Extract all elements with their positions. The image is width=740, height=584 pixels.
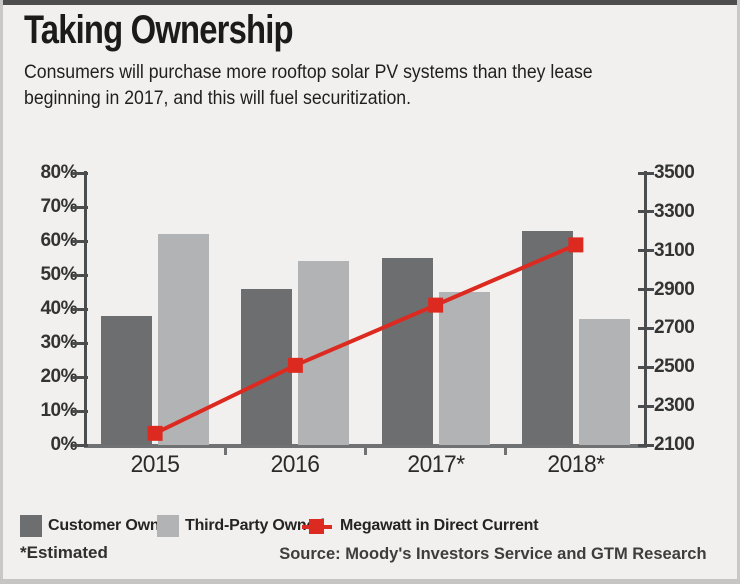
bar-third-party-owned-2016 — [298, 261, 350, 445]
right-axis-tick-label: 3500 — [654, 162, 695, 183]
x-axis-category-label: 2016 — [270, 451, 320, 478]
frame-left-border — [0, 0, 3, 584]
legend-square-marker-icon — [309, 519, 324, 534]
left-axis-tick-label: 70% — [40, 196, 77, 217]
left-axis-tick — [72, 409, 88, 413]
legend-label-megawatt: Megawatt in Direct Current — [340, 517, 539, 534]
left-axis-tick-label: 0% — [50, 434, 78, 455]
x-axis-category-label: 2015 — [130, 451, 180, 478]
right-axis-line — [644, 171, 647, 448]
right-axis-tick-label: 2900 — [654, 278, 695, 300]
right-axis-tick-label: 2300 — [654, 395, 695, 417]
frame-bottom-border — [0, 579, 740, 584]
right-axis-tick — [638, 249, 654, 253]
bar-third-party-owned-2017* — [438, 292, 490, 445]
left-axis-tick — [72, 171, 88, 175]
left-axis-tick — [72, 341, 88, 345]
bar-third-party-owned-2015 — [158, 234, 210, 445]
legend-label-customer-owned: Customer Owned — [48, 517, 178, 534]
frame-right-border — [737, 0, 740, 584]
legend-label-third-party-owned: Third-Party Owned — [185, 517, 325, 534]
chart-subtitle-line1: Consumers will purchase more rooftop sol… — [24, 62, 593, 83]
x-axis-category-label: 2018* — [547, 451, 605, 478]
right-axis-tick — [638, 171, 654, 175]
left-axis-tick — [72, 443, 88, 447]
left-axis-tick-label: 80% — [40, 162, 77, 183]
chart-subtitle-line2: beginning in 2017, and this will fuel se… — [24, 88, 412, 109]
right-axis-tick-label: 2700 — [654, 317, 695, 339]
right-axis-tick — [638, 288, 654, 292]
left-axis-tick — [72, 307, 88, 311]
bar-customer-owned-2018* — [521, 230, 573, 445]
bar-third-party-owned-2018* — [578, 319, 630, 445]
bar-customer-owned-2016 — [241, 288, 293, 445]
bar-customer-owned-2017* — [381, 258, 433, 445]
right-axis-tick-label: 2100 — [654, 434, 695, 455]
right-axis-tick-label: 3100 — [654, 239, 695, 261]
legend-swatch-customer-owned — [20, 515, 42, 537]
left-axis-tick — [72, 239, 88, 243]
x-axis-boundary-tick — [504, 448, 508, 455]
right-axis-tick-label: 2500 — [654, 356, 695, 378]
megawatt-line — [154, 243, 577, 436]
bar-customer-owned-2015 — [101, 315, 153, 445]
frame-top-border — [0, 0, 740, 5]
x-axis-boundary-tick — [223, 448, 227, 455]
left-axis-tick-label: 30% — [40, 332, 77, 353]
right-axis-tick — [638, 365, 654, 369]
x-axis-boundary-tick — [364, 448, 367, 455]
source-text: Source: Moody's Investors Service and GT… — [279, 544, 707, 563]
left-axis-tick-label: 20% — [40, 366, 77, 387]
left-axis-tick-label: 10% — [40, 400, 77, 421]
right-axis-tick — [638, 404, 654, 408]
right-axis-tick-label: 3300 — [654, 200, 695, 222]
left-axis-tick — [72, 273, 88, 277]
x-axis-line — [84, 444, 647, 448]
legend: Customer Owned Third-Party Owned Megawatt … — [0, 514, 740, 540]
left-axis-tick-label: 40% — [40, 298, 77, 319]
legend-swatch-third-party-owned — [157, 515, 179, 537]
footnote-estimated: *Estimated — [20, 543, 108, 562]
right-axis-tick — [638, 326, 654, 330]
chart-title: Taking Ownership — [24, 8, 294, 52]
x-axis-category-label: 2017* — [407, 451, 465, 478]
left-axis-tick-label: 50% — [40, 264, 77, 285]
chart-subtitle: Consumers will purchase more rooftop sol… — [24, 60, 593, 112]
left-axis-tick-label: 60% — [40, 230, 77, 251]
right-axis-tick — [638, 210, 654, 214]
left-axis-tick — [72, 375, 88, 379]
right-axis-tick — [638, 443, 654, 447]
left-axis-tick — [72, 205, 88, 209]
